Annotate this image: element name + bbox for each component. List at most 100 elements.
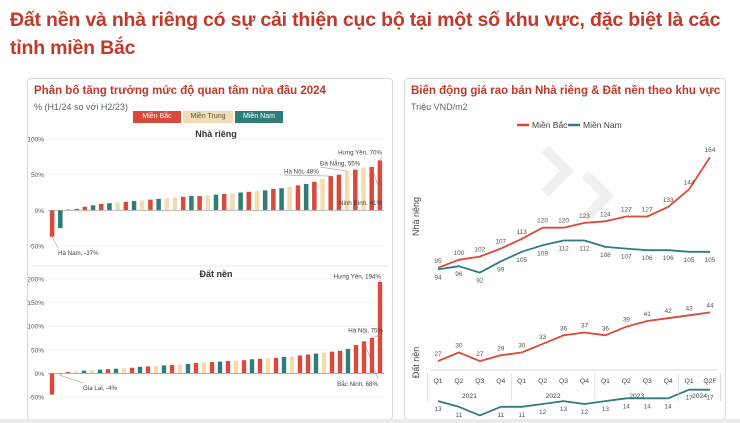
- annotation-label: Hà Nội, 75%: [348, 328, 383, 335]
- watermark-chevron: [541, 145, 575, 197]
- x-tick-label: Q3: [475, 378, 484, 385]
- data-label: 127: [621, 207, 632, 214]
- bar: [265, 358, 271, 374]
- bar: [369, 338, 375, 374]
- annotation-leader: [319, 166, 348, 172]
- annotation-leader: [363, 341, 379, 380]
- annotation-label: Hà Nam, -37%: [58, 250, 99, 257]
- data-label: 95: [434, 258, 442, 265]
- x-tick-label: Q3: [643, 378, 652, 385]
- left-panel-title: Phân bố tăng trưởng mức độ quan tâm nửa …: [34, 85, 326, 97]
- data-label: 14: [623, 403, 631, 410]
- bar: [377, 160, 383, 211]
- bar: [73, 371, 79, 374]
- x-tick-label: Q2: [622, 378, 631, 385]
- data-label: 36: [602, 325, 610, 332]
- data-label: 14: [665, 403, 673, 410]
- bar: [328, 176, 333, 211]
- data-label: 27: [434, 351, 442, 358]
- bar: [230, 193, 235, 211]
- data-label: 120: [537, 218, 548, 225]
- data-label: 37: [581, 322, 589, 329]
- bar: [254, 191, 260, 211]
- bar: [273, 357, 279, 374]
- annotation-label: Đà Nẵng, 55%: [320, 161, 361, 168]
- bar: [115, 202, 120, 211]
- bar: [336, 174, 342, 211]
- y-tick-label: -50%: [29, 244, 44, 251]
- bar: [295, 185, 301, 211]
- data-label: 144: [684, 179, 695, 186]
- data-label: 36: [560, 325, 568, 332]
- bar: [303, 183, 309, 211]
- data-label: 105: [516, 257, 527, 264]
- bar: [337, 350, 343, 374]
- data-label: 108: [600, 252, 611, 259]
- bar: [107, 203, 112, 211]
- bar: [145, 366, 151, 374]
- year-label: 2022: [546, 393, 561, 400]
- line-chart-title: Nhà riêng: [411, 197, 421, 236]
- bottom-divider: [0, 419, 740, 423]
- data-label: 13: [602, 406, 610, 413]
- bar: [49, 210, 55, 237]
- data-label: 13: [560, 406, 568, 413]
- x-tick-label: Q3: [559, 378, 568, 385]
- data-label: 30: [518, 342, 526, 349]
- data-label: 94: [434, 274, 442, 281]
- bar: [289, 356, 295, 374]
- bar: [137, 366, 143, 374]
- bar: [344, 171, 350, 211]
- data-label: 113: [517, 229, 528, 236]
- bar: [156, 198, 161, 211]
- x-tick-label: Q2F: [703, 378, 716, 385]
- year-label: 2021: [462, 393, 477, 400]
- bar: [197, 196, 202, 211]
- bar: [271, 188, 276, 211]
- data-label: 105: [705, 257, 716, 264]
- bar: [297, 355, 303, 374]
- y-tick-label: 100%: [28, 137, 44, 144]
- bar: [81, 370, 87, 374]
- bar: [161, 365, 167, 374]
- bar: [257, 358, 263, 374]
- bar: [89, 370, 95, 374]
- data-label: 120: [558, 218, 569, 225]
- data-label: 106: [642, 255, 653, 262]
- data-label: 13: [434, 406, 442, 413]
- y-tick-label: 200%: [28, 277, 44, 284]
- bar: [233, 360, 239, 374]
- right-panel-title: Biến động giá rao bán Nhà riêng & Đất nề…: [411, 85, 721, 97]
- bar: [361, 167, 366, 211]
- bar: [320, 178, 325, 211]
- bar: [305, 354, 311, 374]
- legend-south: Miền Nam: [235, 111, 283, 123]
- bar: [238, 192, 243, 211]
- data-label: 164: [705, 147, 716, 154]
- bar: [246, 191, 252, 211]
- right-panel-subtitle: Triệu VND/m2: [411, 102, 468, 112]
- data-label: 43: [685, 305, 693, 312]
- price-trend-panel: Biến động giá rao bán Nhà riêng & Đất nề…: [404, 78, 726, 420]
- data-label: 133: [663, 197, 674, 204]
- data-label: 11: [497, 412, 504, 419]
- north-series-line: [437, 156, 711, 269]
- y-tick-label: 50%: [31, 172, 44, 179]
- data-label: 33: [539, 334, 547, 341]
- annotation-leader: [379, 155, 383, 161]
- x-tick-label: Q2: [538, 378, 547, 385]
- bar: [74, 208, 79, 211]
- headline: Đất nền và nhà riêng có sự cải thiện cục…: [10, 9, 721, 59]
- bar: [209, 362, 215, 374]
- price-trend-line-charts: Miền Bắc Miền Nam Nhà riêng 95 100 102 107 113 1…: [411, 120, 721, 419]
- data-label: 105: [684, 257, 695, 264]
- annotation-leader: [283, 174, 331, 177]
- data-label: 29: [497, 345, 505, 352]
- data-label: 27: [476, 351, 484, 358]
- x-tick-label: Q4: [664, 378, 673, 385]
- legend-central: Miền Trung: [183, 111, 233, 123]
- bar: [221, 193, 227, 211]
- bar: [369, 166, 374, 211]
- bar: [131, 201, 137, 211]
- bar: [58, 210, 63, 229]
